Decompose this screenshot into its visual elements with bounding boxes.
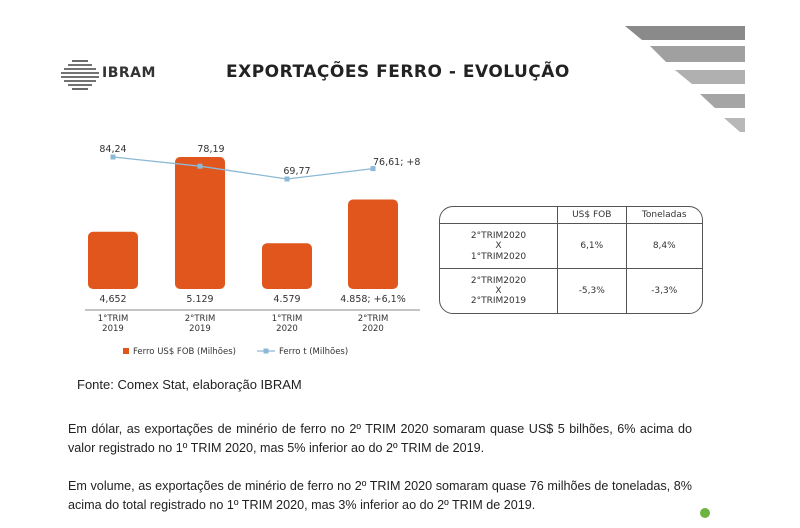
x-tick-label: 2020 [362, 324, 384, 334]
table-row: 2°TRIM2020 X 1°TRIM2020 6,1% 8,4% [440, 223, 702, 270]
table-header-ton: Toneladas [625, 207, 702, 225]
x-tick-label: 1°TRIM [272, 314, 303, 324]
bar [262, 243, 312, 289]
bar-label: 4,652 [99, 294, 126, 305]
bar [348, 199, 398, 289]
line-series: 84,24 78,19 69,77 76,61; +8,4% [99, 144, 420, 182]
fob-value: 6,1% [557, 223, 627, 270]
x-tick-label: 1°TRIM [98, 314, 129, 324]
table-header-row: US$ FOB Toneladas [440, 207, 702, 225]
comparison-table: US$ FOB Toneladas 2°TRIM2020 X 1°TRIM202… [439, 206, 703, 314]
x-tick-label: 2°TRIM [185, 314, 216, 324]
fob-value: -5,3% [557, 268, 627, 313]
line-label: 78,19 [197, 144, 224, 155]
bar-series: 4,652 5.129 4.579 4.858; +6,1% [88, 157, 406, 305]
legend-bar-label: Ferro US$ FOB (Milhões) [133, 347, 236, 357]
bar [88, 231, 138, 289]
ton-value: 8,4% [625, 223, 702, 270]
line-point [197, 163, 203, 169]
table-row: 2°TRIM2020 X 2°TRIM2019 -5,3% -3,3% [440, 268, 702, 313]
row-label: 2°TRIM2020 X 1°TRIM2020 [440, 223, 558, 270]
ibram-logo [58, 53, 102, 95]
legend-line-marker [263, 348, 269, 354]
x-tick-label: 2019 [102, 324, 124, 334]
line-point [284, 176, 290, 182]
bar-label: 4.579 [273, 294, 300, 305]
green-dot-decoration [700, 508, 710, 518]
line-label: 76,61; +8,4% [373, 157, 420, 168]
page-title: EXPORTAÇÕES FERRO - EVOLUÇÃO [226, 62, 570, 82]
legend-line-label: Ferro t (Milhões) [279, 347, 348, 357]
line-point [110, 154, 116, 160]
line-point [370, 166, 376, 172]
bar [175, 157, 225, 289]
logo-text: IBRAM [102, 65, 156, 81]
line-label: 69,77 [283, 166, 310, 177]
x-tick-label: 2020 [276, 324, 298, 334]
x-tick-label: 2°TRIM [358, 314, 389, 324]
paragraph-value: Em dólar, as exportações de minério de f… [68, 422, 692, 455]
legend-bar-swatch [123, 348, 129, 354]
ton-value: -3,3% [625, 268, 702, 313]
paragraph-volume: Em volume, as exportações de minério de … [68, 479, 692, 512]
bar-label: 4.858; +6,1% [340, 294, 406, 305]
table-header-blank [440, 207, 558, 225]
source-note: Fonte: Comex Stat, elaboração IBRAM [77, 377, 302, 392]
line-path [112, 156, 374, 180]
x-tick-label: 2019 [189, 324, 211, 334]
row-label: 2°TRIM2020 X 2°TRIM2019 [440, 268, 558, 313]
exports-chart: 4,652 5.129 4.579 4.858; +6,1% 84,24 78,19 69… [85, 144, 420, 357]
corner-stripes-decoration [625, 26, 745, 132]
line-label: 84,24 [99, 144, 126, 155]
logo-mark-icon [58, 53, 102, 95]
legend: Ferro US$ FOB (Milhões) Ferro t (Milhões) [123, 347, 348, 357]
bar-label: 5.129 [186, 294, 213, 305]
table-header-fob: US$ FOB [557, 207, 627, 225]
